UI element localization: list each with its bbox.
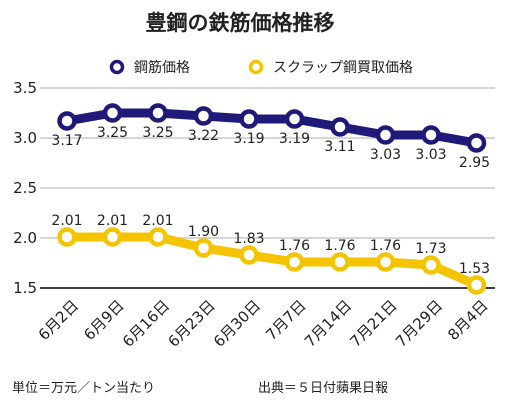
rebar-data-point (421, 125, 441, 145)
rebar-data-label: 3.11 (324, 139, 355, 155)
legend-label-rebar: 鋼筋価格 (134, 59, 190, 76)
data-labels: 3.17 3.25 3.25 3.22 3.19 3.19 3.11 3.03 3.03 2.95… (51, 125, 490, 277)
scrap-data-label: 1.53 (459, 261, 490, 277)
rebar-data-point (102, 103, 123, 123)
rebar-data-point (193, 106, 214, 126)
rebar-data-point (239, 109, 259, 129)
rebar-data-label: 3.03 (370, 147, 401, 163)
unit-note: 単位＝万元／トン当たり (12, 380, 155, 396)
scrap-data-label: 1.90 (188, 224, 219, 240)
x-tick-label: 6月2日 (35, 296, 82, 343)
rebar-data-point (330, 117, 350, 137)
y-tick-label: 1.5 (13, 279, 37, 297)
rebar-data-label: 3.19 (233, 131, 264, 147)
rebar-data-label: 3.22 (188, 128, 219, 144)
scrap-data-label: 2.01 (142, 213, 173, 229)
y-axis: 1.5 2.0 2.5 3.0 3.5 (13, 79, 37, 297)
scrap-data-label: 1.73 (415, 241, 446, 257)
rebar-data-label: 3.19 (279, 131, 310, 147)
legend-label-scrap: スクラップ鋼買取価格 (273, 60, 413, 76)
legend-marker-rebar (109, 59, 125, 75)
x-tick-label: 6月30日 (210, 296, 264, 350)
rebar-data-label: 3.03 (415, 147, 446, 163)
scrap-data-point (466, 275, 487, 295)
rebar-data-label: 3.25 (142, 125, 173, 141)
series-group (57, 103, 487, 295)
x-axis: 6月2日6月9日6月16日6月23日6月30日7月7日7月14日7月21日7月2… (35, 296, 492, 350)
scrap-data-label: 2.01 (97, 213, 128, 229)
scrap-data-point (375, 252, 396, 272)
scrap-data-point (284, 252, 305, 272)
x-tick-label: 6月23日 (164, 296, 218, 350)
rebar-data-point (284, 109, 305, 129)
rebar-data-point (375, 125, 396, 145)
scrap-data-point (57, 227, 77, 247)
chart-title: 豊鋼の鉄筋価格推移 (146, 11, 335, 35)
y-tick-label: 3.5 (13, 79, 37, 97)
scrap-data-point (330, 252, 350, 272)
legend: 鋼筋価格 スクラップ鋼買取価格 (109, 59, 413, 76)
rebar-data-point (466, 133, 487, 153)
scrap-data-point (239, 245, 259, 265)
scrap-data-point (193, 238, 214, 258)
rebar-data-point (148, 103, 168, 123)
scrap-data-label: 1.76 (370, 238, 401, 254)
x-tick-label: 7月21日 (346, 296, 400, 350)
scrap-data-point (148, 227, 168, 247)
scrap-data-label: 1.83 (233, 231, 264, 247)
scrap-data-point (102, 227, 123, 247)
x-tick-label: 8月4日 (444, 296, 491, 343)
rebar-data-point (57, 111, 77, 131)
rebar-data-label: 3.25 (97, 125, 128, 141)
rebar-data-label: 3.17 (51, 133, 82, 149)
x-tick-label: 7月14日 (301, 296, 355, 350)
scrap-data-point (421, 255, 441, 275)
x-tick-label: 7月29日 (392, 296, 446, 350)
rebar-price-line (62, 108, 481, 148)
y-tick-label: 3.0 (13, 129, 37, 147)
y-tick-label: 2.0 (13, 229, 37, 247)
x-tick-label: 6月16日 (119, 296, 173, 350)
legend-marker-scrap (248, 59, 264, 75)
scrap-data-label: 1.76 (279, 238, 310, 254)
scrap-price-line (62, 232, 481, 290)
y-tick-label: 2.5 (13, 179, 37, 197)
scrap-data-label: 2.01 (51, 213, 82, 229)
source-note: 出典＝５日付蘋果日報 (258, 381, 388, 396)
scrap-data-label: 1.76 (324, 238, 355, 254)
rebar-data-label: 2.95 (459, 155, 490, 171)
